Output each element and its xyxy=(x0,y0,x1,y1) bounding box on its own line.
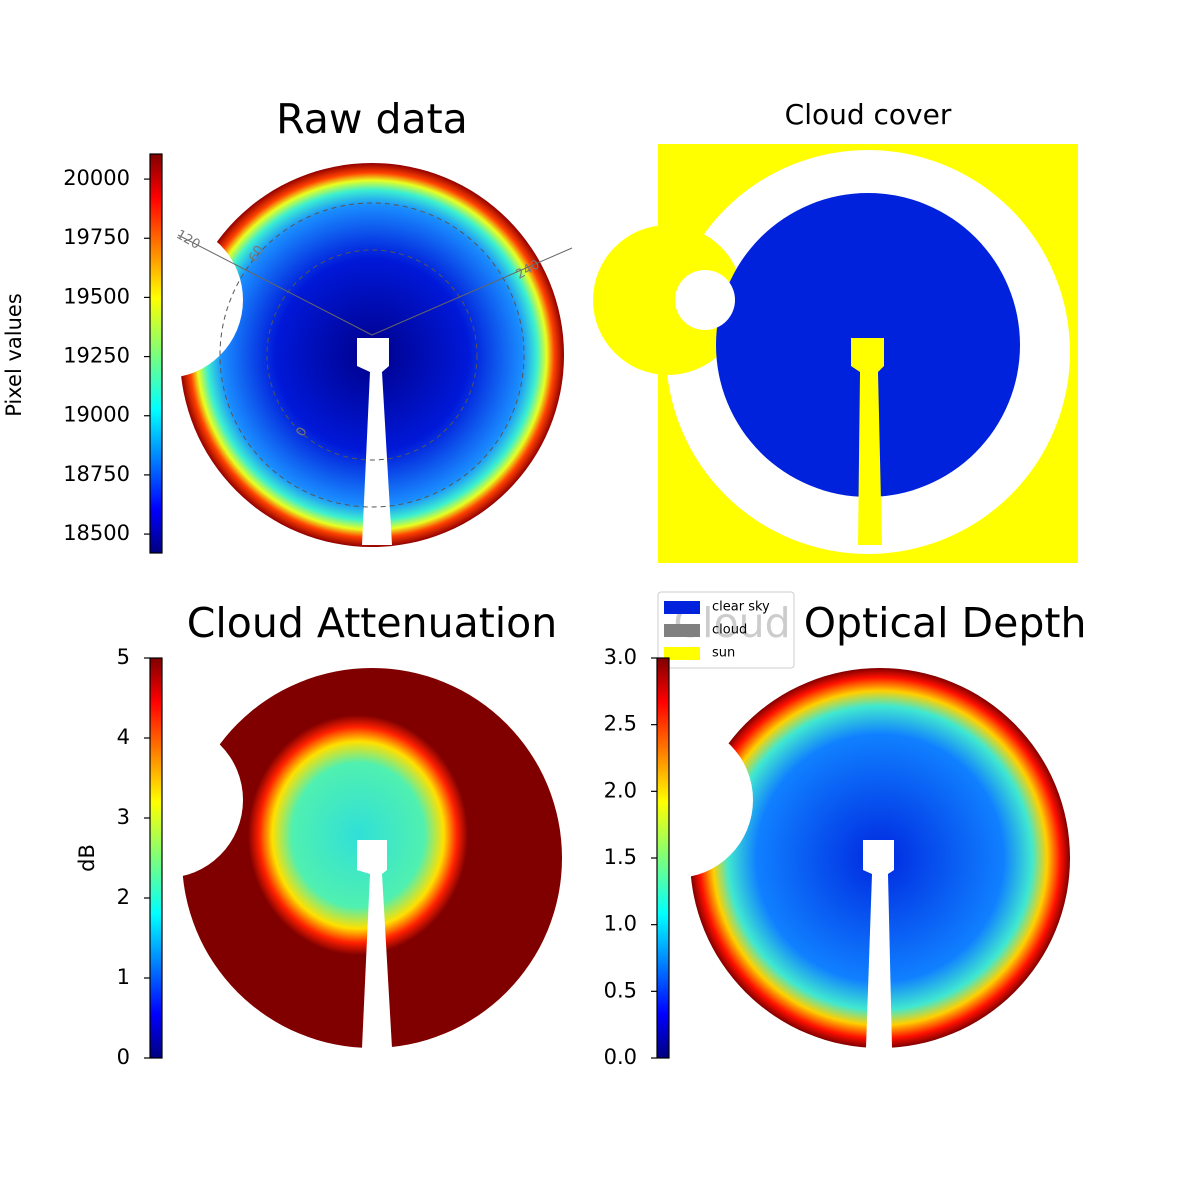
legend-label: cloud xyxy=(712,623,747,638)
colorbar xyxy=(149,657,163,1059)
colorbar-tick-label: 19000 xyxy=(63,403,130,427)
colorbar-label: Pixel values xyxy=(2,293,26,417)
raw-image xyxy=(87,163,573,547)
colorbar-tick-label: 19250 xyxy=(63,344,130,368)
colorbar-tick-label: 0.0 xyxy=(604,1045,637,1069)
colorbar-tick-label: 0 xyxy=(117,1045,130,1069)
panel-title: Cloud Attenuation xyxy=(187,599,557,647)
colorbar-label: dB xyxy=(75,844,99,872)
legend-swatch xyxy=(664,601,700,614)
colorbar-tick-label: 3.0 xyxy=(604,645,637,669)
colorbar-tick-label: 18750 xyxy=(63,462,130,486)
colorbar-tick-label: 1.0 xyxy=(604,912,637,936)
legend-label: clear sky xyxy=(712,600,770,615)
colorbar-tick-label: 19750 xyxy=(63,225,130,249)
cod-image xyxy=(597,668,1070,1048)
colorbar-tick-label: 2 xyxy=(117,885,130,909)
colorbar-tick-label: 4 xyxy=(117,725,130,749)
colorbar-tick-label: 1 xyxy=(117,965,130,989)
cloud-cover-image xyxy=(593,144,1078,563)
colorbar xyxy=(149,153,163,554)
colorbar-tick-label: 3 xyxy=(117,805,130,829)
colorbar-tick-label: 0.5 xyxy=(604,978,637,1002)
panel-title: Cloud cover xyxy=(785,98,952,131)
panel-title: Raw data xyxy=(276,95,468,143)
azimuth-label: 60 xyxy=(246,243,267,265)
attenuation-image xyxy=(87,668,562,1048)
colorbar-tick-label: 19500 xyxy=(63,284,130,308)
colorbar-tick-label: 1.5 xyxy=(604,845,637,869)
colorbar-tick-label: 2.0 xyxy=(604,778,637,802)
legend-swatch xyxy=(664,624,700,637)
colorbar-tick-label: 2.5 xyxy=(604,712,637,736)
colorbar xyxy=(656,657,670,1059)
colorbar-tick-label: 20000 xyxy=(63,166,130,190)
legend-label: sun xyxy=(712,646,735,661)
colorbar-tick-label: 5 xyxy=(117,645,130,669)
colorbar-tick-label: 18500 xyxy=(63,521,130,545)
legend-swatch xyxy=(664,647,700,660)
